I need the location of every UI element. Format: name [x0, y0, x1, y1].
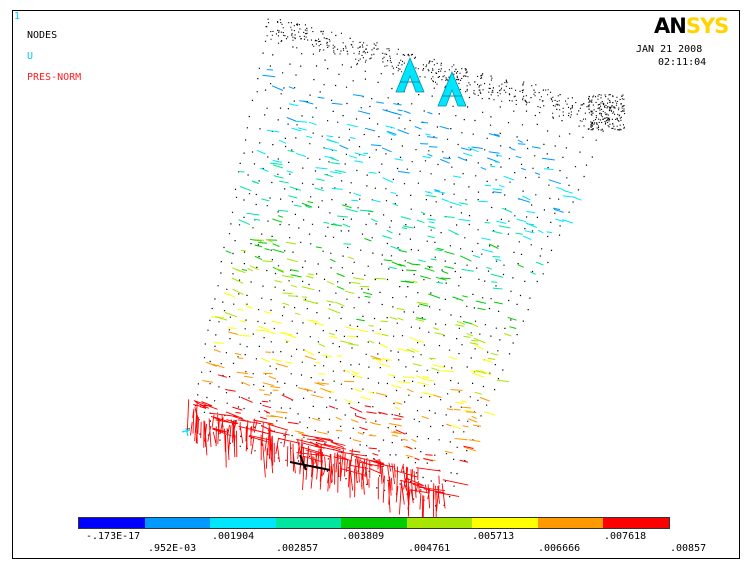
colorbar-segment — [472, 518, 539, 528]
cb-label-2: .001904 — [212, 531, 255, 542]
node-points — [188, 18, 626, 507]
colorbar-segment — [603, 518, 670, 528]
cb-label-4: .003809 — [342, 531, 385, 542]
cb-label-6: .005713 — [472, 531, 515, 542]
cb-label-9: .00857 — [670, 543, 707, 554]
cb-label-8: .007618 — [604, 531, 647, 542]
constraint-symbol — [437, 70, 467, 107]
displacement-vectors — [256, 103, 582, 262]
legend-nodes: NODES — [27, 30, 58, 41]
colorbar-segment — [341, 518, 408, 528]
cb-label-3: .002857 — [276, 543, 319, 554]
legend-u: U — [27, 51, 34, 62]
logo-an: AN — [654, 14, 687, 38]
cb-label-1: .952E-03 — [148, 543, 197, 554]
ansys-logo: ANSYS — [654, 14, 729, 38]
displacement-vectors — [215, 238, 512, 395]
logo-sys: SYS — [685, 14, 729, 38]
colorbar-frame — [78, 517, 670, 529]
colorbar-segment — [79, 518, 146, 528]
colorbar-segment — [537, 518, 604, 528]
legend-pres-norm: PRES-NORM — [27, 72, 82, 83]
graphics-window — [12, 10, 740, 559]
cb-label-7: .006666 — [538, 543, 581, 554]
colorbar-segment — [210, 518, 277, 528]
window-number: 1 — [14, 11, 21, 22]
colorbar-segment — [275, 518, 342, 528]
cb-label-0: -.173E-17 — [86, 531, 141, 542]
constraint-symbol — [395, 56, 425, 93]
displacement-vectors — [262, 69, 564, 213]
displacement-vectors — [193, 374, 474, 463]
pressure-arrows — [186, 399, 469, 524]
displacement-vectors — [238, 150, 544, 290]
corner-tick — [181, 427, 191, 437]
boundary-marker — [289, 454, 331, 471]
displacement-vectors — [202, 331, 490, 461]
colorbar-segment — [144, 518, 211, 528]
cb-label-5: .004761 — [408, 543, 451, 554]
time-label: 02:11:04 — [658, 57, 707, 68]
date-label: JAN 21 2008 — [636, 44, 703, 55]
colorbar-segment — [406, 518, 473, 528]
